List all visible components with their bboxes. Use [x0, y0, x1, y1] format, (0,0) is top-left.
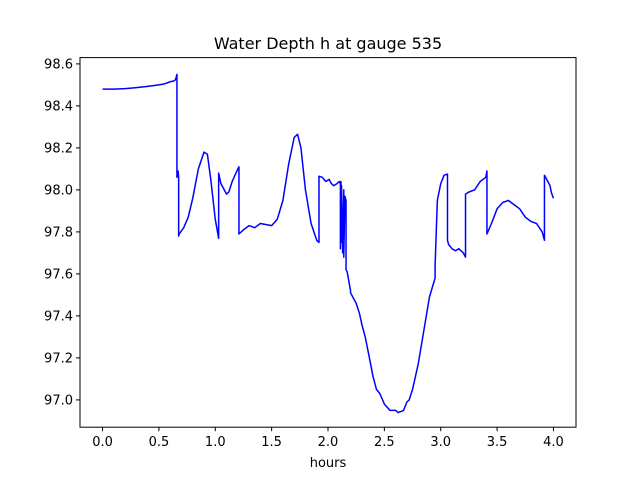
y-tick-label: 97.4 [44, 309, 73, 324]
y-tick-label: 97.6 [44, 267, 73, 282]
x-axis-label: hours [310, 456, 347, 471]
x-tick-label: 2.5 [374, 435, 395, 450]
x-tick-label: 0.5 [149, 435, 170, 450]
chart-title: Water Depth h at gauge 535 [214, 34, 442, 53]
y-tick-label: 97.0 [44, 393, 73, 408]
y-tick-label: 97.2 [44, 351, 73, 366]
y-axis: 97.0 97.2 97.4 97.6 97.8 98.0 98.2 98.4 98.6 [44, 57, 80, 408]
x-axis: 0.0 0.5 1.0 1.5 2.0 2.5 3.0 3.5 4.0 [92, 427, 564, 450]
x-tick-label: 3.5 [487, 435, 508, 450]
series-layer [102, 73, 555, 414]
y-tick-label: 98.4 [44, 99, 73, 114]
x-tick-label: 3.0 [430, 435, 451, 450]
y-tick-label: 98.6 [44, 57, 73, 72]
y-tick-label: 97.8 [44, 225, 73, 240]
x-tick-label: 4.0 [543, 435, 564, 450]
plot-frame [79, 57, 577, 428]
plot-area [80, 57, 576, 428]
x-tick-label: 1.5 [261, 435, 282, 450]
x-tick-label: 0.0 [92, 435, 113, 450]
x-tick-label: 2.0 [318, 435, 339, 450]
x-tick-label: 1.0 [205, 435, 226, 450]
y-tick-label: 98.0 [44, 183, 73, 198]
y-tick-label: 98.2 [44, 141, 73, 156]
series-line-0 [102, 73, 555, 414]
